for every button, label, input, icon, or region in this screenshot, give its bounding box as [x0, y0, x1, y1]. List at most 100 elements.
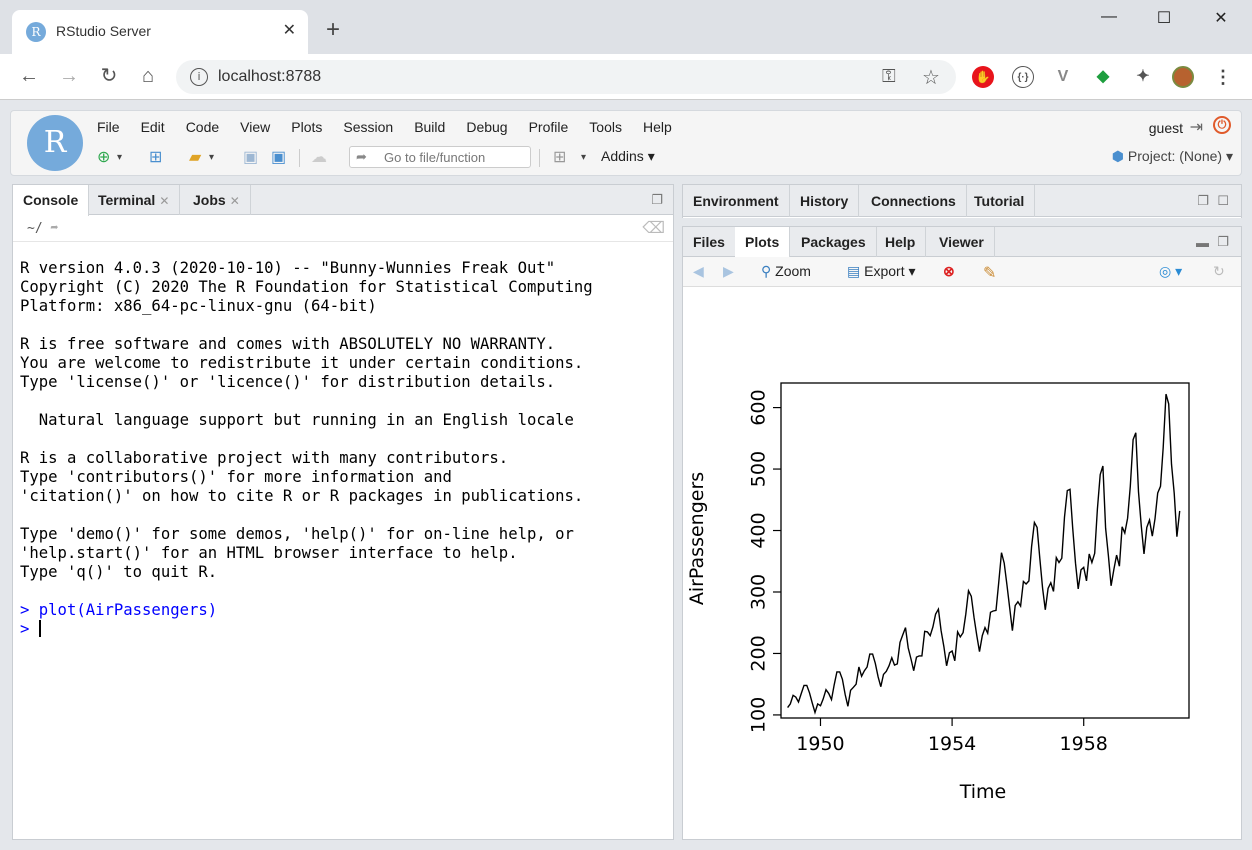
close-tab-icon[interactable]: ✕: [282, 22, 296, 39]
site-info-icon[interactable]: i: [190, 68, 208, 86]
tab-connections[interactable]: Connections: [861, 185, 967, 217]
new-tab-plus-icon[interactable]: +: [326, 16, 341, 43]
console-command: > plot(AirPassengers): [20, 601, 218, 619]
clear-plots-broom-icon[interactable]: ✎: [983, 265, 997, 282]
save-icon[interactable]: ▣: [243, 149, 259, 166]
menu-help[interactable]: Help: [642, 119, 672, 135]
next-plot-icon[interactable]: ▶: [723, 263, 734, 279]
minimize-pane-icon[interactable]: ▬: [1196, 235, 1209, 250]
environment-pane: Environment History Connections Tutorial…: [682, 184, 1242, 218]
publish-icon[interactable]: ◎ ▾: [1159, 263, 1183, 279]
console-output[interactable]: R version 4.0.3 (2020-10-10) -- "Bunny-W…: [20, 259, 593, 639]
tab-console[interactable]: Console: [13, 185, 90, 216]
project-cube-icon: ⬢: [1111, 148, 1125, 164]
home-icon[interactable]: ⌂: [141, 65, 155, 87]
console-prompt-symbol: >: [20, 620, 30, 638]
profile-avatar[interactable]: [1172, 66, 1194, 88]
rstudio-app: R File Edit Code View Plots Session Buil…: [0, 100, 1252, 850]
print-icon[interactable]: ☁: [311, 149, 327, 166]
reload-icon[interactable]: ↻: [100, 65, 118, 87]
open-file-folder-icon[interactable]: ▰: [189, 149, 202, 166]
address-url[interactable]: localhost:8788: [218, 68, 322, 85]
x-tick-label: 1958: [1060, 733, 1108, 755]
new-file-dropdown-icon[interactable]: ▾: [117, 152, 123, 163]
console-line: Natural language support but running in …: [20, 411, 574, 429]
menu-plots[interactable]: Plots: [291, 119, 323, 135]
tab-history[interactable]: History: [790, 185, 860, 217]
new-project-icon[interactable]: ⊞: [149, 149, 163, 166]
console-line: R is free software and comes with ABSOLU…: [20, 335, 556, 353]
code-extension-icon[interactable]: {·}: [1012, 66, 1034, 88]
menu-file[interactable]: File: [97, 119, 120, 135]
menu-debug[interactable]: Debug: [466, 119, 508, 135]
bookmark-star-icon[interactable]: ☆: [922, 67, 940, 89]
minimize-window-icon[interactable]: —: [1101, 8, 1117, 25]
export-button[interactable]: ▤ Export ▾: [847, 263, 916, 279]
clear-console-broom-icon[interactable]: ⌫: [642, 220, 665, 237]
remove-plot-icon[interactable]: ⊗: [943, 263, 955, 279]
tab-viewer[interactable]: Viewer: [929, 227, 995, 257]
pane-layout-dropdown-icon[interactable]: ▾: [581, 152, 587, 163]
zoom-label: Zoom: [775, 263, 811, 279]
goto-dir-arrow-icon[interactable]: ➦: [50, 221, 59, 236]
console-line: [20, 582, 593, 601]
project-menu[interactable]: ⬢ Project: (None) ▾: [1111, 148, 1233, 164]
zoom-magnifier-icon: ⚲: [761, 263, 772, 279]
save-all-icon[interactable]: ▣: [271, 149, 287, 166]
tab-jobs[interactable]: Jobs ✕: [183, 185, 251, 215]
sign-out-icon[interactable]: ⇥: [1189, 119, 1203, 136]
tab-help[interactable]: Help: [875, 227, 927, 257]
console-line: Type 'demo()' for some demos, 'help()' f…: [20, 525, 574, 543]
vue-extension-icon[interactable]: V: [1057, 68, 1069, 85]
addins-menu[interactable]: Addins ▾: [601, 148, 655, 164]
maximize-window-icon[interactable]: ☐: [1156, 10, 1172, 27]
browser-menu-icon[interactable]: ⋮: [1214, 67, 1232, 87]
adblock-extension-icon[interactable]: ✋: [972, 66, 994, 88]
address-bar[interactable]: i localhost:8788 ⚿ ☆: [176, 60, 956, 94]
tab-tutorial[interactable]: Tutorial: [964, 185, 1036, 217]
x-tick-label: 1950: [796, 733, 844, 755]
close-tab-icon[interactable]: ✕: [229, 194, 240, 208]
console-working-dir[interactable]: ~/ ➦: [27, 221, 58, 236]
console-prompt[interactable]: >: [20, 620, 593, 639]
zoom-button[interactable]: ⚲ Zoom: [761, 263, 811, 280]
goto-file-function-input[interactable]: ➦ Go to file/function: [349, 146, 531, 168]
menu-view[interactable]: View: [240, 119, 271, 135]
tab-packages[interactable]: Packages: [791, 227, 877, 257]
plots-toolbar: ◀ ▶ ⚲ Zoom ▤ Export ▾ ⊗ ✎ ◎ ▾ ↻: [683, 257, 1241, 287]
maximize-pane-icon[interactable]: ☐: [1217, 193, 1229, 208]
open-file-dropdown-icon[interactable]: ▾: [209, 152, 215, 163]
console-line: R version 4.0.3 (2020-10-10) -- "Bunny-W…: [20, 259, 556, 277]
password-key-icon[interactable]: ⚿: [882, 66, 896, 86]
project-label: Project: (None): [1127, 148, 1223, 164]
menu-edit[interactable]: Edit: [140, 119, 165, 135]
menu-session[interactable]: Session: [343, 119, 394, 135]
extensions-puzzle-icon[interactable]: ✦: [1136, 68, 1150, 85]
previous-plot-icon[interactable]: ◀: [693, 263, 704, 279]
close-tab-icon[interactable]: ✕: [159, 194, 170, 208]
menu-profile[interactable]: Profile: [528, 119, 569, 135]
menu-code[interactable]: Code: [185, 119, 220, 135]
tab-environment[interactable]: Environment: [683, 185, 790, 217]
back-arrow-icon[interactable]: ←: [19, 65, 39, 87]
pane-layout-grid-icon[interactable]: ⊞: [553, 149, 567, 166]
menu-tools[interactable]: Tools: [589, 119, 622, 135]
working-dir-path: ~/: [27, 221, 43, 236]
minimize-pane-icon[interactable]: ❐: [1197, 193, 1209, 208]
forward-arrow-icon[interactable]: →: [59, 65, 79, 87]
tab-terminal[interactable]: Terminal ✕: [88, 185, 181, 215]
browser-tab[interactable]: R RStudio Server ✕: [12, 10, 308, 54]
console-line: 'help.start()' for an HTML browser inter…: [20, 544, 518, 562]
console-line: Type 'q()' to quit R.: [20, 563, 218, 581]
refresh-plot-icon[interactable]: ↻: [1213, 263, 1225, 279]
y-tick-label: 400: [748, 512, 770, 548]
close-window-icon[interactable]: ✕: [1214, 10, 1228, 27]
diamond-extension-icon[interactable]: ◆: [1096, 68, 1110, 85]
tab-files[interactable]: Files: [683, 227, 736, 257]
maximize-pane-icon[interactable]: ❐: [651, 192, 663, 207]
menu-build[interactable]: Build: [414, 119, 446, 135]
new-file-plus-icon[interactable]: ⊕: [97, 149, 111, 166]
maximize-pane-icon[interactable]: ❐: [1217, 234, 1229, 249]
tab-plots[interactable]: Plots: [735, 227, 791, 258]
quit-session-power-icon[interactable]: ⏻: [1213, 116, 1231, 134]
